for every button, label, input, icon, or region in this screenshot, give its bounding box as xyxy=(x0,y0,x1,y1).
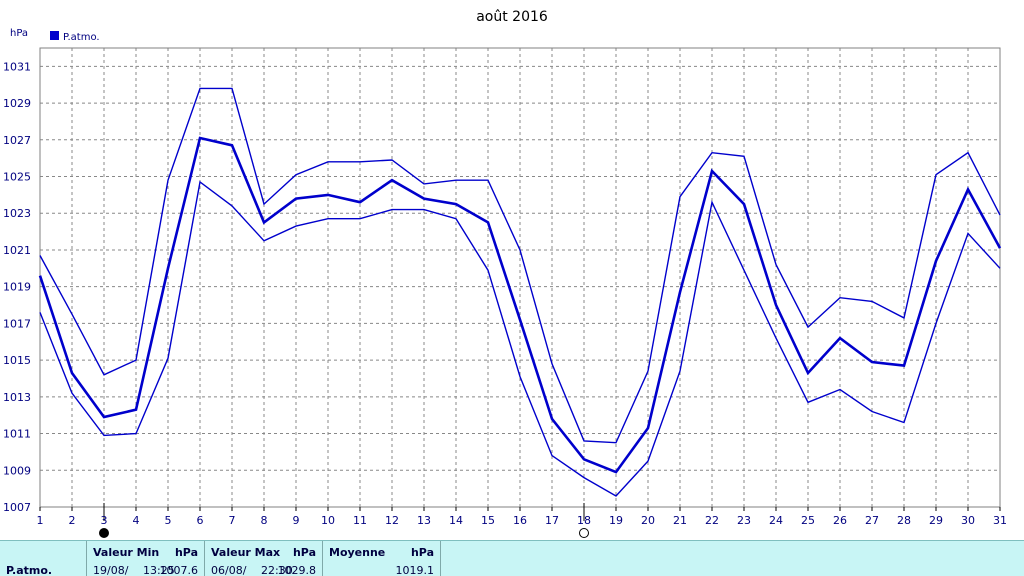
stats-mean-value: 1019.1 xyxy=(395,564,435,576)
y-tick-label: 1011 xyxy=(3,428,31,441)
x-tick-label: 24 xyxy=(769,514,783,527)
x-tick-label: 21 xyxy=(673,514,687,527)
x-tick-label: 7 xyxy=(229,514,236,527)
x-tick-label: 5 xyxy=(165,514,172,527)
x-tick-label: 30 xyxy=(961,514,975,527)
x-tick-label: 17 xyxy=(545,514,559,527)
y-tick-label: 1013 xyxy=(3,391,31,404)
x-tick-label: 10 xyxy=(321,514,335,527)
y-tick-label: 1007 xyxy=(3,501,31,514)
y-tick-label: 1017 xyxy=(3,317,31,330)
x-tick-label: 27 xyxy=(865,514,879,527)
x-tick-label: 6 xyxy=(197,514,204,527)
series-line-max xyxy=(39,87,1001,444)
chart-title: août 2016 xyxy=(476,9,548,25)
x-tick-label: 15 xyxy=(481,514,495,527)
grid xyxy=(40,48,1000,507)
legend-swatch xyxy=(50,31,59,40)
x-tick-label: 22 xyxy=(705,514,719,527)
stats-max-date: 06/08/ xyxy=(211,564,247,576)
stats-max-cell: Valeur Max hPa 06/08/ 22:30 1029.8 xyxy=(205,541,323,576)
x-tick-label: 29 xyxy=(929,514,943,527)
series-lines xyxy=(38,87,1002,497)
x-tick-label: 13 xyxy=(417,514,431,527)
stats-min-date: 19/08/ xyxy=(93,564,129,576)
stats-max-unit: hPa xyxy=(292,546,316,559)
stats-max-header: Valeur Max xyxy=(211,546,281,559)
stats-panel: P.atmo. Valeur Min hPa 19/08/ 13:25 1007… xyxy=(0,540,1024,576)
legend-label: P.atmo. xyxy=(63,32,100,43)
x-tick-label: 28 xyxy=(897,514,911,527)
x-tick-label: 16 xyxy=(513,514,527,527)
x-tick-label: 23 xyxy=(737,514,751,527)
series-line-min xyxy=(39,180,1001,497)
stats-mean-header: Moyenne xyxy=(329,546,386,559)
full-moon-icon xyxy=(579,528,589,538)
stats-max-value: 1029.8 xyxy=(277,564,317,576)
x-tick-label: 31 xyxy=(993,514,1007,527)
stats-min-time: 13:25 xyxy=(143,564,175,576)
series-line-mean xyxy=(38,136,1002,474)
stats-min-unit: hPa xyxy=(174,546,198,559)
stats-row-header: P.atmo. xyxy=(0,541,87,576)
x-tick-label: 1 xyxy=(37,514,44,527)
new-moon-icon xyxy=(99,528,109,538)
stats-min-header: Valeur Min xyxy=(93,546,160,559)
y-tick-label: 1029 xyxy=(3,97,31,110)
y-tick-label: 1009 xyxy=(3,464,31,477)
y-tick-label: 1025 xyxy=(3,171,31,184)
x-tick-label: 12 xyxy=(385,514,399,527)
pressure-chart: 1007100910111013101510171019102110231025… xyxy=(3,9,1007,538)
stats-mean-unit: hPa xyxy=(410,546,434,559)
x-tick-label: 18 xyxy=(577,514,591,527)
x-tick-label: 14 xyxy=(449,514,463,527)
stats-mean-cell: Moyenne hPa 1019.1 xyxy=(323,541,441,576)
y-tick-label: 1023 xyxy=(3,207,31,220)
y-tick-label: 1031 xyxy=(3,60,31,73)
stats-min-value: 1007.6 xyxy=(159,564,199,576)
x-tick-label: 26 xyxy=(833,514,847,527)
x-tick-label: 20 xyxy=(641,514,655,527)
labels: 1007100910111013101510171019102110231025… xyxy=(3,9,1007,538)
stats-min-cell: Valeur Min hPa 19/08/ 13:25 1007.6 xyxy=(87,541,205,576)
x-tick-label: 2 xyxy=(69,514,76,527)
x-tick-label: 19 xyxy=(609,514,623,527)
y-tick-label: 1027 xyxy=(3,134,31,147)
y-tick-label: 1021 xyxy=(3,244,31,257)
x-tick-label: 8 xyxy=(261,514,268,527)
y-axis-unit: hPa xyxy=(10,28,28,39)
stats-max-time: 22:30 xyxy=(261,564,293,576)
y-tick-label: 1019 xyxy=(3,281,31,294)
x-tick-label: 4 xyxy=(133,514,140,527)
x-tick-label: 25 xyxy=(801,514,815,527)
y-tick-label: 1015 xyxy=(3,354,31,367)
stats-row-label: P.atmo. xyxy=(6,564,53,576)
x-tick-label: 11 xyxy=(353,514,367,527)
x-tick-label: 3 xyxy=(101,514,108,527)
x-tick-label: 9 xyxy=(293,514,300,527)
